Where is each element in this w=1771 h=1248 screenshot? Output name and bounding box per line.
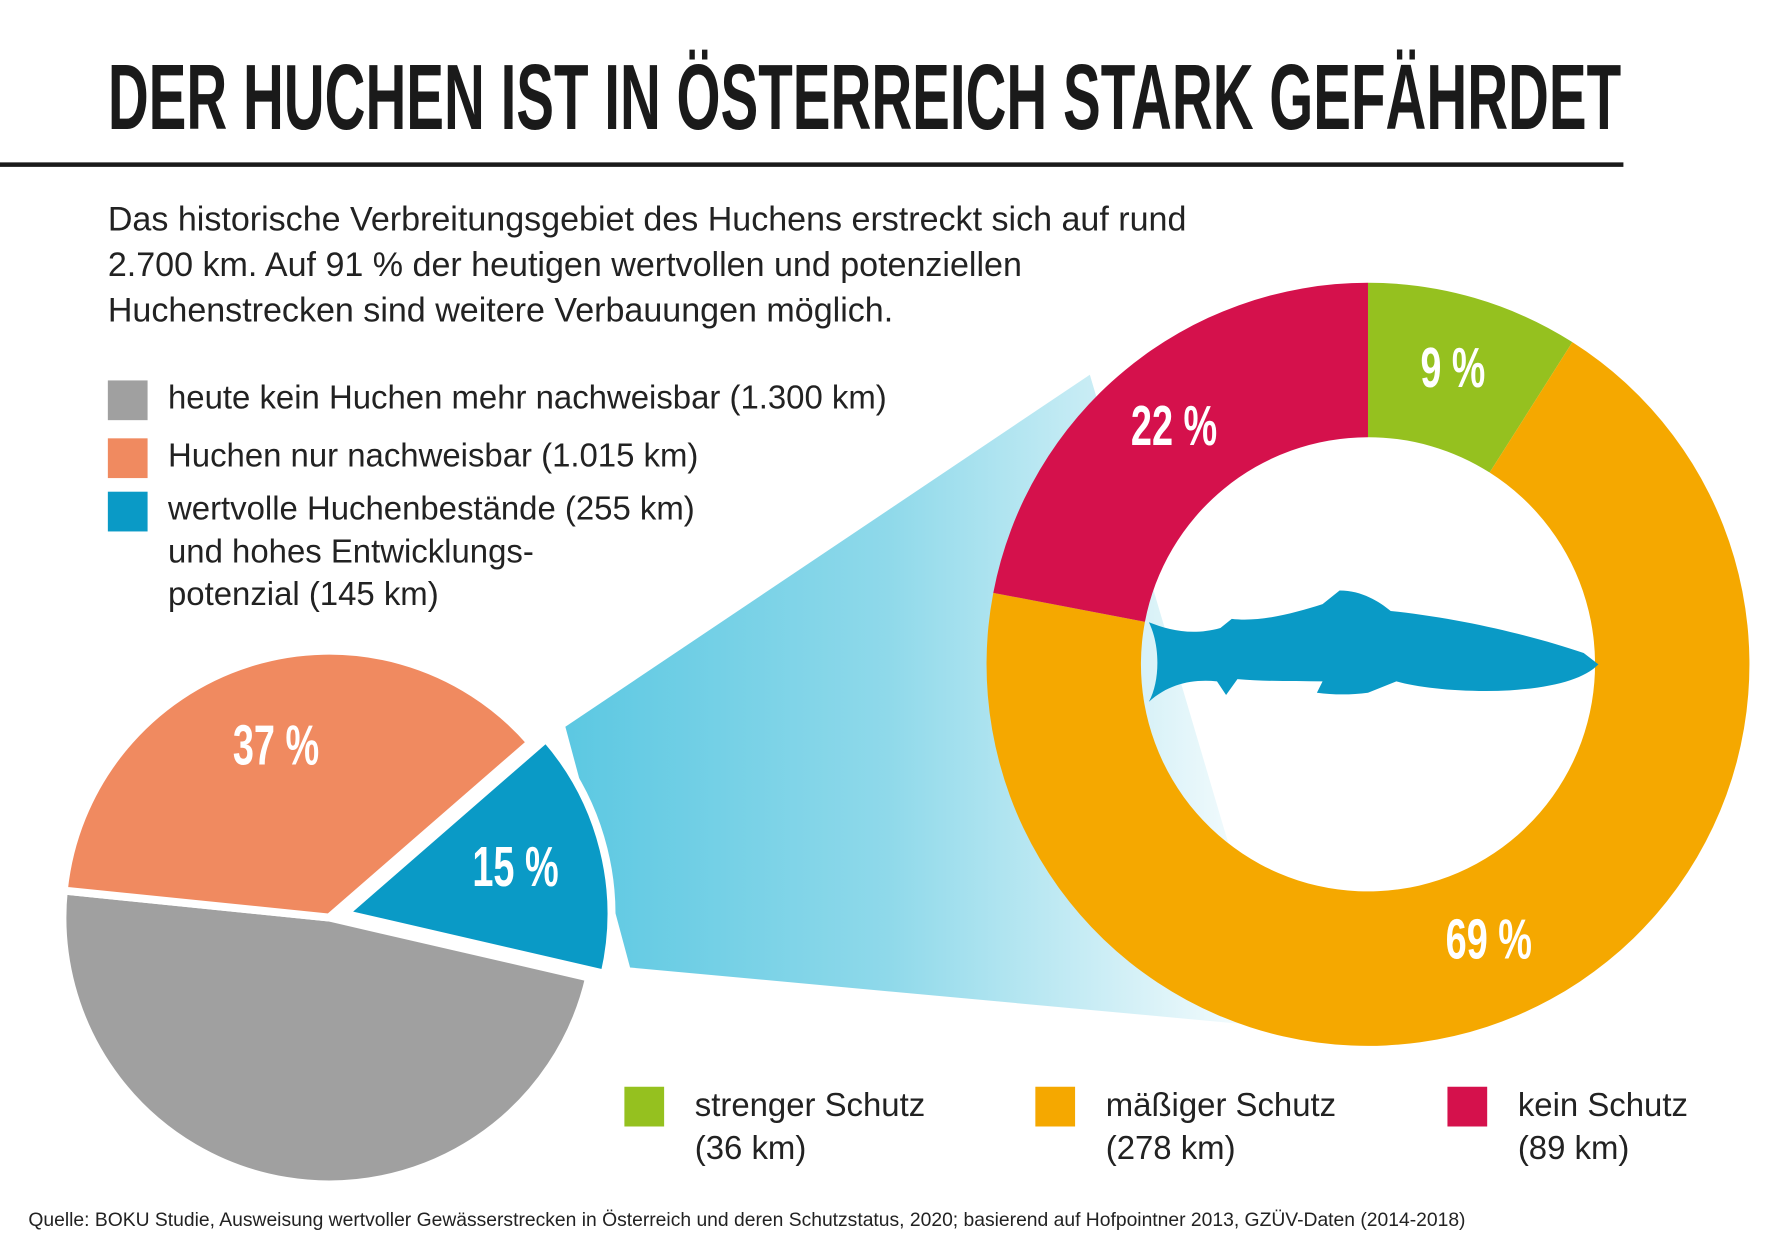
- legend-label: und hohes Entwicklungs-: [168, 532, 534, 569]
- value-label: 15 %: [472, 836, 558, 899]
- value-label: 69 %: [1446, 909, 1532, 972]
- fish-icon: [1148, 590, 1599, 702]
- legend-label: (278 km): [1106, 1129, 1236, 1166]
- legend-label: heute kein Huchen mehr nachweisbar (1.30…: [168, 378, 887, 415]
- pie-slice: [59, 646, 537, 922]
- legend-label: strenger Schutz: [695, 1086, 925, 1123]
- pie-slice: [336, 733, 616, 979]
- legend-label: kein Schutz: [1518, 1086, 1688, 1123]
- intro-line: Huchenstrecken sind weitere Verbauungen …: [108, 291, 893, 329]
- legend-label: (36 km): [695, 1129, 807, 1166]
- legend-swatch: [107, 438, 148, 479]
- intro-line: 2.700 km. Auf 91 % der heutigen wertvoll…: [108, 246, 1022, 284]
- legend-label: potenzial (145 km): [168, 575, 439, 612]
- legend-label: mäßiger Schutz: [1106, 1086, 1336, 1123]
- donut-segment: [993, 282, 1368, 622]
- legend-swatch: [107, 491, 148, 532]
- legend-swatch: [1447, 1086, 1488, 1127]
- intro-line: Das historische Verbreitungsgebiet des H…: [108, 200, 1187, 238]
- value-label: 37 %: [233, 715, 319, 778]
- legend-swatch: [1035, 1086, 1076, 1127]
- pie-slice: [58, 886, 594, 1189]
- title: DER HUCHEN IST IN ÖSTERREICH STARK GEFÄH…: [108, 45, 1621, 149]
- value-label: 9 %: [1421, 337, 1486, 400]
- legend-swatch: [107, 380, 148, 421]
- legend-label: (89 km): [1518, 1129, 1630, 1166]
- source: Quelle: BOKU Studie, Ausweisung wertvoll…: [28, 1209, 1465, 1231]
- donut-segment: [1367, 282, 1573, 473]
- legend-label: wertvolle Huchenbestände (255 km): [167, 490, 695, 527]
- value-label: 22 %: [1131, 395, 1217, 458]
- legend-swatch: [624, 1086, 665, 1127]
- donut-segment: [986, 342, 1750, 1046]
- legend-label: Huchen nur nachweisbar (1.015 km): [168, 436, 698, 473]
